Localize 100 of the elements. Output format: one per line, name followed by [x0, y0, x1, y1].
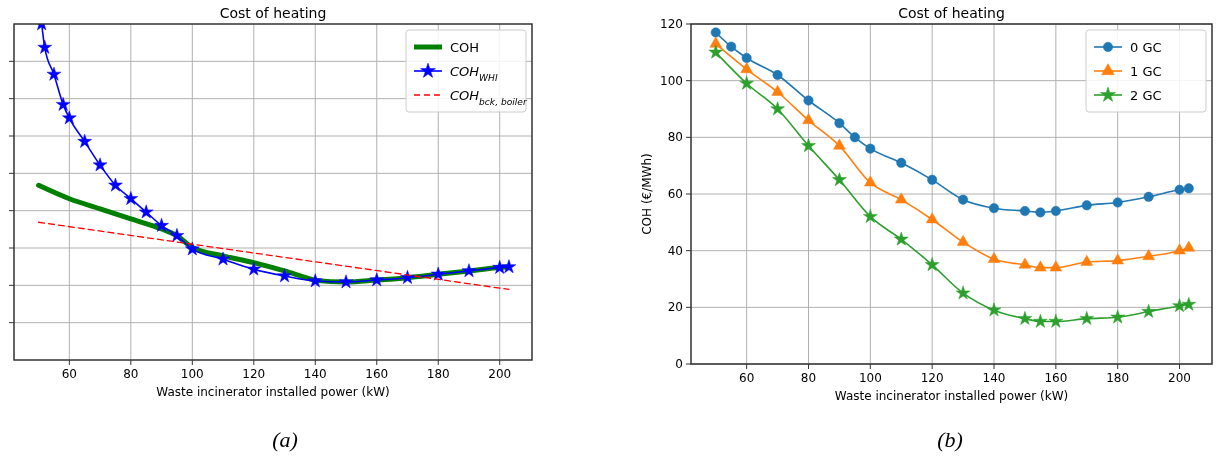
- x-tick-label: 180: [426, 367, 450, 381]
- point: [461, 263, 477, 278]
- x-tick-label: 200: [1168, 371, 1191, 385]
- point: [1183, 183, 1194, 194]
- x-tick-label: 120: [242, 367, 266, 381]
- point: [1048, 313, 1064, 328]
- legend-label: COH$_{bck, boiler}$: [450, 88, 528, 107]
- x-tick-label: 160: [1044, 371, 1068, 385]
- point: [1049, 260, 1062, 272]
- legend-label: 1 GC: [1130, 64, 1162, 79]
- point: [739, 75, 754, 90]
- point: [1081, 200, 1092, 211]
- point: [865, 143, 876, 154]
- legend-label: COH$_{WHI}$: [450, 64, 498, 83]
- text: (b): [937, 427, 963, 452]
- point: [1182, 240, 1195, 252]
- point: [1034, 260, 1047, 272]
- point: [55, 97, 71, 111]
- point: [958, 194, 969, 205]
- point: [1141, 304, 1156, 318]
- point: [924, 257, 940, 271]
- point: [1110, 309, 1125, 324]
- y-tick-label: 0: [675, 357, 683, 371]
- point: [894, 231, 909, 246]
- x-tick-label: 200: [488, 367, 512, 381]
- point: [46, 66, 62, 81]
- point: [431, 266, 446, 281]
- point: [771, 84, 784, 96]
- point: [987, 252, 1001, 263]
- point: [1181, 296, 1197, 311]
- point: [123, 191, 139, 205]
- point: [1142, 249, 1155, 260]
- x-axis-title: Waste incinerator installed power (kW): [156, 385, 390, 399]
- point: [1172, 298, 1187, 313]
- point: [709, 36, 722, 48]
- legend-label: 2 GC: [1130, 88, 1162, 103]
- point: [338, 274, 354, 289]
- point: [956, 235, 970, 246]
- point: [708, 44, 723, 59]
- point: [986, 302, 1002, 317]
- point: [849, 132, 860, 143]
- point: [1111, 253, 1124, 265]
- x-tick-label: 80: [123, 367, 139, 381]
- point: [801, 138, 816, 152]
- x-tick-label: 100: [180, 367, 204, 381]
- point: [926, 212, 939, 224]
- y-axis-title: COH (€/MWh): [640, 153, 654, 235]
- y-tick-label: 20: [667, 300, 683, 315]
- point: [169, 228, 185, 242]
- point: [92, 157, 108, 172]
- point: [37, 39, 52, 54]
- y-tick-label: 40: [667, 243, 683, 258]
- x-tick-label: 140: [982, 371, 1006, 385]
- x-tick-label: 120: [920, 371, 944, 385]
- point: [1112, 197, 1123, 208]
- point: [1143, 191, 1154, 202]
- y-tick-label: 80: [667, 130, 683, 145]
- point: [772, 70, 783, 80]
- point: [369, 272, 384, 287]
- point: [927, 174, 938, 185]
- chart-title: Cost of heating: [219, 5, 327, 21]
- point: [1080, 254, 1093, 266]
- point: [895, 192, 908, 204]
- point: [803, 95, 814, 106]
- point: [770, 101, 785, 116]
- x-tick-label: 180: [1106, 371, 1130, 385]
- point: [1079, 311, 1094, 325]
- y-tick-label: 100: [660, 73, 683, 88]
- y-tick-label: 60: [667, 187, 683, 201]
- x-tick-label: 60: [61, 367, 77, 381]
- point: [1174, 184, 1185, 195]
- point: [741, 53, 752, 63]
- point: [185, 241, 200, 256]
- legend-label: 0 GC: [1130, 40, 1162, 55]
- x-tick-label: 60: [739, 371, 755, 385]
- point: [1035, 207, 1046, 218]
- point: [863, 209, 878, 223]
- point: [726, 41, 737, 52]
- legend-label: COH: [450, 40, 480, 55]
- point: [864, 175, 877, 187]
- point: [802, 113, 815, 124]
- point: [955, 285, 971, 300]
- point: [896, 157, 907, 168]
- point: [308, 273, 323, 288]
- point: [1050, 206, 1061, 216]
- point: [215, 251, 231, 266]
- point: [989, 203, 999, 214]
- chart-title: Cost of heating: [898, 5, 1005, 21]
- point: [138, 204, 154, 219]
- point: [1173, 243, 1186, 255]
- point: [1019, 206, 1030, 216]
- point: [501, 259, 517, 274]
- point: [740, 62, 753, 73]
- point: [834, 118, 845, 129]
- point: [154, 218, 169, 232]
- x-tick-label: 160: [365, 367, 389, 381]
- point: [77, 134, 92, 148]
- point: [246, 261, 261, 276]
- point: [277, 268, 292, 283]
- point: [1018, 257, 1032, 269]
